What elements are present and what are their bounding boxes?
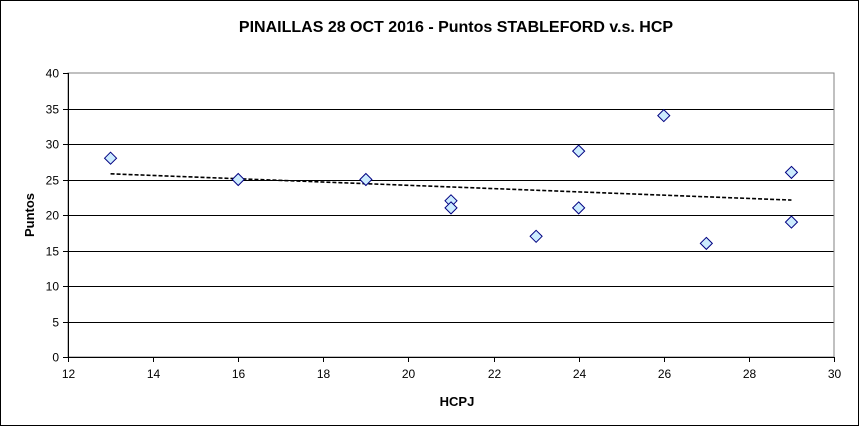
data-point xyxy=(529,229,543,244)
x-tick-label: 30 xyxy=(828,367,842,381)
data-point xyxy=(699,236,714,251)
x-tick-label: 28 xyxy=(743,367,757,381)
x-tick-label: 16 xyxy=(232,367,246,381)
x-tick-label: 22 xyxy=(488,367,502,381)
x-tick-label: 24 xyxy=(573,367,587,381)
y-tick-label: 5 xyxy=(52,316,59,330)
x-tick-label: 20 xyxy=(402,367,416,381)
data-point xyxy=(784,215,799,229)
y-tick-label: 0 xyxy=(52,351,59,365)
y-tick-label: 35 xyxy=(46,103,60,117)
x-tick-label: 26 xyxy=(658,367,672,381)
y-axis-label: Puntos xyxy=(22,193,37,237)
y-tick-label: 15 xyxy=(46,245,60,259)
data-points xyxy=(103,108,799,251)
x-tick-label: 12 xyxy=(62,367,76,381)
data-point xyxy=(784,165,799,180)
data-point xyxy=(571,201,586,215)
y-tick-label: 25 xyxy=(46,174,60,188)
grid-lines xyxy=(68,109,834,323)
chart-title: PINAILLAS 28 OCT 2016 - Puntos STABLEFOR… xyxy=(239,19,673,36)
axis-ticks: 0 5 10 15 20 25 30 35 40 12 14 16 18 20 22 24 26 28 30 xyxy=(46,67,842,382)
trendline xyxy=(110,173,792,201)
y-tick-label: 30 xyxy=(46,138,60,152)
x-axis-label: HCPJ xyxy=(440,394,475,409)
y-tick-label: 10 xyxy=(46,280,60,294)
x-tick-label: 14 xyxy=(147,367,161,381)
data-point xyxy=(103,151,118,165)
data-point xyxy=(657,108,671,123)
data-point xyxy=(359,172,373,187)
data-point xyxy=(571,144,586,158)
y-tick-label: 40 xyxy=(46,67,60,81)
y-tick-label: 20 xyxy=(46,209,60,223)
data-point xyxy=(231,172,245,187)
trendline-layer xyxy=(110,173,792,201)
data-point xyxy=(444,201,458,215)
x-tick-label: 18 xyxy=(317,367,331,381)
